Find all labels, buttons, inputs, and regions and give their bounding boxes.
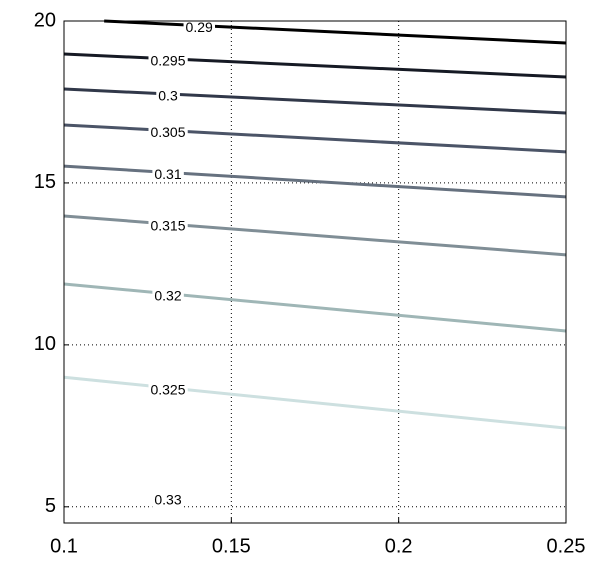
- contour-label: 0.3: [158, 88, 178, 104]
- contour-label: 0.305: [150, 124, 185, 140]
- contour-line: [63, 164, 567, 199]
- y-tick-label: 15: [34, 171, 56, 193]
- contour-label-bg: [148, 217, 188, 234]
- contour-label-bg: [152, 166, 184, 183]
- y-tick-label: 20: [34, 9, 56, 31]
- contour-line: [63, 87, 567, 115]
- contour-label: 0.325: [150, 381, 185, 397]
- contour-label-bg: [148, 124, 188, 141]
- contour-label: 0.33: [154, 492, 181, 508]
- contour-line: [63, 282, 567, 333]
- x-tick-label: 0.25: [547, 535, 586, 557]
- contour-label-bg: [152, 491, 184, 508]
- contour-label-bg: [156, 87, 180, 104]
- contour-line: [63, 52, 567, 79]
- contour-label: 0.32: [154, 287, 181, 303]
- x-tick-label: 0.1: [50, 535, 78, 557]
- y-tick-label: 5: [45, 495, 56, 517]
- plot-frame: [63, 20, 567, 524]
- contour-line: [63, 123, 567, 154]
- contour-label-bg: [152, 287, 184, 304]
- contour-label-bg: [148, 381, 188, 398]
- contour-label: 0.295: [150, 53, 185, 69]
- contour-label: 0.29: [186, 19, 213, 35]
- plot-area: [64, 21, 566, 523]
- x-tick-label: 0.2: [385, 535, 413, 557]
- contour-label-bg: [183, 19, 215, 36]
- x-tick-label: 0.15: [212, 535, 251, 557]
- contour-line: [63, 214, 567, 257]
- contour-label: 0.315: [150, 218, 185, 234]
- y-tick-label: 10: [34, 333, 56, 355]
- contour-label-bg: [148, 52, 188, 69]
- contour-label: 0.31: [154, 166, 181, 182]
- contour-line: [63, 375, 567, 430]
- contour-line: [104, 19, 567, 45]
